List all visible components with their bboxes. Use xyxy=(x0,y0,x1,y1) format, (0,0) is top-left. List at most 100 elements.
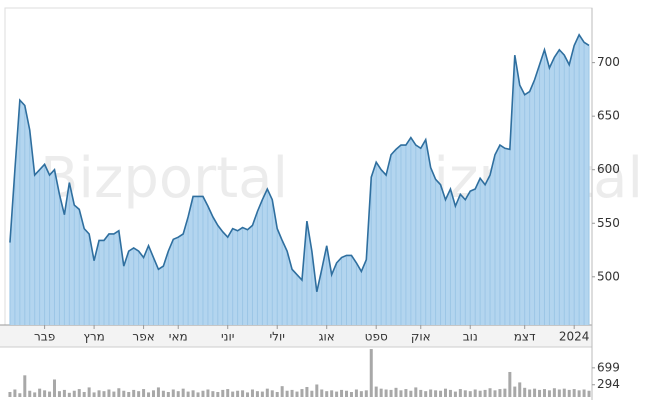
volume-bar xyxy=(72,390,76,397)
watermark: Bizportal xyxy=(40,146,288,211)
volume-bar xyxy=(557,389,561,397)
volume-bar xyxy=(77,389,81,397)
volume-bar xyxy=(463,390,467,397)
volume-bar xyxy=(305,386,309,397)
x-tick-label: אפר xyxy=(132,330,154,344)
volume-bar xyxy=(429,389,433,397)
volume-bar xyxy=(448,389,452,397)
volume-bar xyxy=(582,389,586,397)
volume-bar xyxy=(260,391,264,397)
volume-bar xyxy=(493,390,497,397)
volume-bar xyxy=(439,390,443,397)
volume-bar xyxy=(404,389,408,397)
volume-bar xyxy=(221,389,225,397)
volume-bar xyxy=(295,391,299,397)
volume-bar xyxy=(231,391,235,397)
volume-bar xyxy=(349,391,353,397)
x-tick-label: אוג xyxy=(319,330,335,344)
x-tick-label: מאי xyxy=(169,330,188,344)
y-tick-label: 700 xyxy=(597,55,620,69)
volume-bar xyxy=(508,371,512,397)
volume-bar xyxy=(320,389,324,397)
volume-bar xyxy=(483,389,487,397)
volume-bar xyxy=(394,387,398,397)
volume-bar xyxy=(354,389,358,397)
y-tick-label: 699 xyxy=(597,360,620,374)
volume-bar xyxy=(562,388,566,397)
volume-bar xyxy=(201,390,205,397)
volume-bar xyxy=(300,389,304,397)
volume-bar xyxy=(28,390,32,397)
volume-bar xyxy=(345,390,349,397)
volume-bar xyxy=(572,389,576,397)
volume-bar xyxy=(137,391,141,397)
volume-bar xyxy=(290,389,294,397)
volume-bar xyxy=(87,387,91,397)
volume-bar xyxy=(369,349,373,397)
volume-bar xyxy=(424,391,428,397)
volume-bar xyxy=(166,391,170,397)
volume-bar xyxy=(310,390,314,397)
volume-bar xyxy=(48,391,52,397)
volume-bar xyxy=(97,390,101,397)
volume-bar xyxy=(52,379,56,397)
volume-bar xyxy=(38,388,42,397)
volume-bar xyxy=(488,388,492,397)
volume-bar xyxy=(246,392,250,397)
volume-bar xyxy=(552,388,556,397)
volume-bar xyxy=(206,389,210,397)
volume-bar xyxy=(335,391,339,397)
x-tick-label: יולי xyxy=(269,330,284,344)
area xyxy=(9,34,590,325)
volume-bar xyxy=(359,391,363,397)
volume-bar xyxy=(102,391,106,397)
volume-bar xyxy=(458,389,462,397)
x-axis-band xyxy=(0,325,592,347)
volume-bar xyxy=(419,389,423,397)
volume-bar xyxy=(161,390,165,397)
volume-bar xyxy=(330,390,334,397)
volume-bar xyxy=(265,388,269,397)
volume-bar xyxy=(275,391,279,397)
volume-bar xyxy=(57,391,61,397)
volume-bar xyxy=(384,389,388,397)
x-tick-label: מרץ xyxy=(83,330,104,344)
volume-bar xyxy=(211,391,215,397)
volume-bar xyxy=(285,390,289,397)
volume-bar xyxy=(176,391,180,397)
volume-bar xyxy=(241,390,245,397)
volume-bar xyxy=(127,391,131,397)
volume-bar xyxy=(62,389,66,397)
volume-bar xyxy=(122,390,126,397)
volume-bar xyxy=(340,389,344,397)
volume-bar xyxy=(8,391,12,397)
x-tick-label: פבר xyxy=(34,330,55,344)
x-tick-label: דצמ xyxy=(514,330,536,344)
x-tick-label: ספט xyxy=(365,330,388,344)
volume-bar xyxy=(468,391,472,397)
volume-bar xyxy=(226,389,230,397)
volume-bar xyxy=(191,390,195,397)
volume-bar xyxy=(13,389,17,397)
volume-bar xyxy=(513,386,517,397)
volume-bar xyxy=(315,384,319,397)
y-tick-label: 550 xyxy=(597,216,620,230)
volume-bar xyxy=(250,389,254,397)
volume-bar xyxy=(473,389,477,397)
y-tick-label: 600 xyxy=(597,162,620,176)
y-tick-label: 294 xyxy=(597,377,620,391)
volume-bar xyxy=(107,389,111,397)
price-line xyxy=(9,33,590,292)
volume-bar xyxy=(389,389,393,397)
volume-bar xyxy=(151,390,155,397)
volume-bar xyxy=(112,391,116,397)
volume-bar xyxy=(547,390,551,397)
volume-bar xyxy=(92,392,96,397)
volume-bar xyxy=(236,390,240,397)
volume-bar xyxy=(171,389,175,397)
volume-bar xyxy=(364,390,368,397)
volume-bar xyxy=(43,390,47,397)
volume-bar xyxy=(186,391,190,397)
volume-bar xyxy=(414,387,418,397)
